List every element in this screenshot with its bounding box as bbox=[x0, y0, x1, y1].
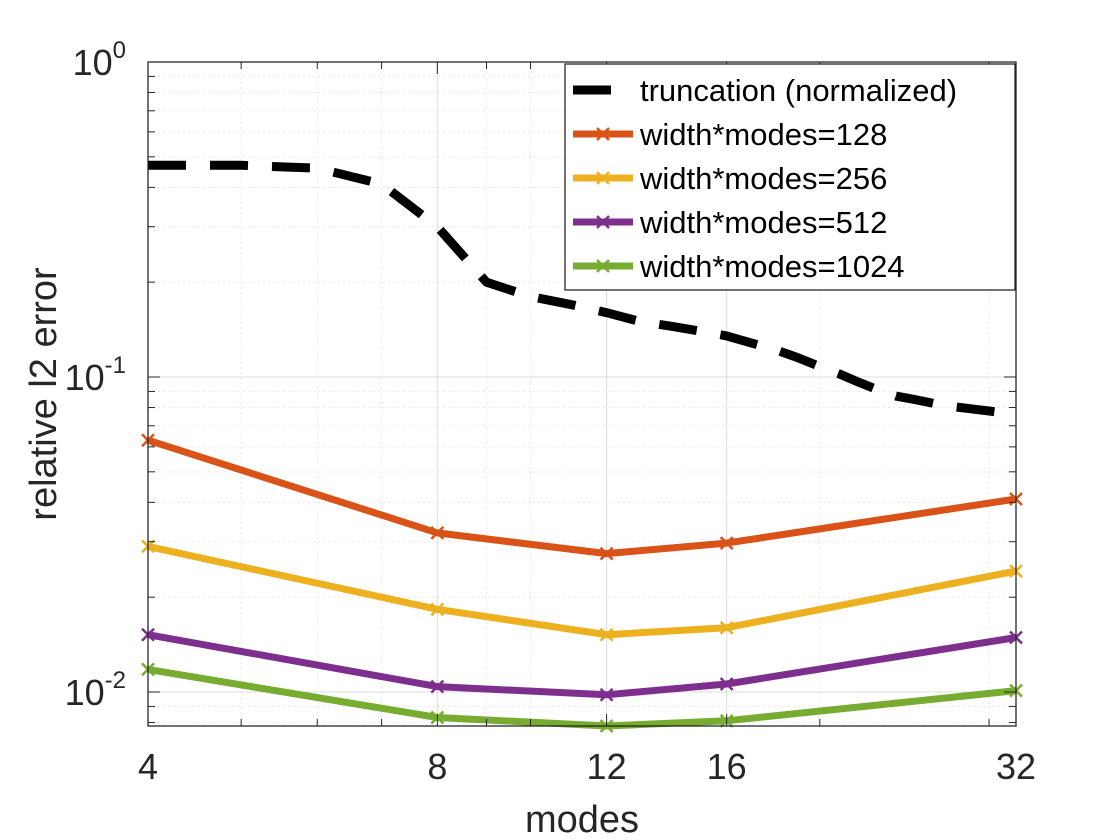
data-point-marker bbox=[599, 687, 614, 702]
legend-marker bbox=[596, 259, 610, 273]
legend-label: width*modes=256 bbox=[639, 161, 887, 196]
legend-label: width*modes=512 bbox=[639, 205, 887, 240]
x-tick-label: 12 bbox=[587, 746, 627, 787]
x-tick-label: 16 bbox=[707, 746, 747, 787]
data-point-marker bbox=[719, 536, 734, 550]
legend-marker bbox=[596, 215, 610, 229]
legend-items: truncation (normalized) width*modes=128 wi… bbox=[573, 73, 957, 284]
y-axis-title: relative l2 error bbox=[23, 267, 65, 521]
legend-label: width*modes=1024 bbox=[639, 249, 905, 284]
y-tick-label: 10-2 bbox=[65, 667, 126, 713]
legend-label: width*modes=128 bbox=[639, 117, 887, 152]
legend-marker bbox=[596, 127, 610, 141]
data-point-marker bbox=[719, 620, 734, 635]
data-point-marker bbox=[430, 602, 445, 617]
x-tick-label: 32 bbox=[996, 746, 1036, 787]
x-tick-label: 4 bbox=[138, 746, 158, 787]
axes-box bbox=[147, 61, 1017, 727]
data-point-marker bbox=[430, 526, 445, 540]
x-tick-label: 8 bbox=[427, 746, 447, 787]
legend-box bbox=[564, 63, 1016, 291]
tick-labels: 4 8 12 16 32 10-2 10-1 100 bbox=[65, 37, 1036, 787]
series-layer bbox=[141, 160, 1023, 733]
y-tick-label: 100 bbox=[73, 37, 126, 83]
legend-marker bbox=[596, 171, 610, 185]
data-point-marker bbox=[599, 627, 614, 642]
legend-label: truncation (normalized) bbox=[640, 73, 957, 108]
data-point-marker bbox=[599, 546, 614, 561]
legend: truncation (normalized) width*modes=128 wi… bbox=[564, 63, 1016, 291]
y-tick-label: 10-1 bbox=[65, 352, 126, 398]
x-axis-title: modes bbox=[525, 799, 639, 840]
data-point-marker bbox=[719, 677, 734, 691]
data-point-marker bbox=[430, 679, 445, 694]
